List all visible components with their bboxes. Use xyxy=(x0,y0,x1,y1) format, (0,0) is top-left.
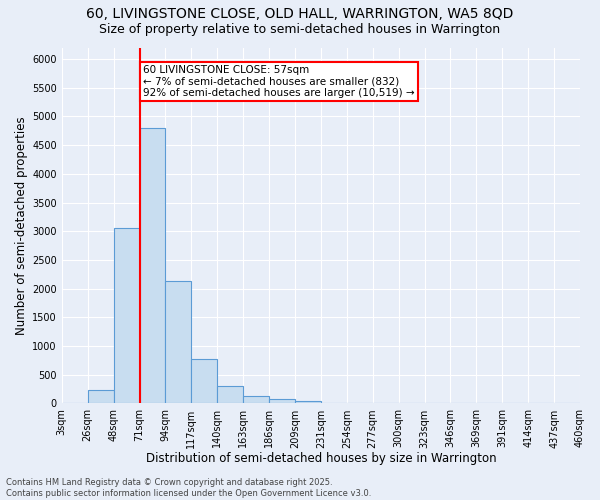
Bar xyxy=(295,400,321,404)
Bar xyxy=(166,281,191,404)
Bar xyxy=(88,390,113,404)
Bar xyxy=(269,400,295,404)
Text: 60, LIVINGSTONE CLOSE, OLD HALL, WARRINGTON, WA5 8QD: 60, LIVINGSTONE CLOSE, OLD HALL, WARRING… xyxy=(86,8,514,22)
Bar xyxy=(191,358,217,404)
Text: Contains HM Land Registry data © Crown copyright and database right 2025.
Contai: Contains HM Land Registry data © Crown c… xyxy=(6,478,371,498)
X-axis label: Distribution of semi-detached houses by size in Warrington: Distribution of semi-detached houses by … xyxy=(146,452,496,465)
Bar xyxy=(140,128,166,404)
Bar xyxy=(217,386,243,404)
Text: 60 LIVINGSTONE CLOSE: 57sqm
← 7% of semi-detached houses are smaller (832)
92% o: 60 LIVINGSTONE CLOSE: 57sqm ← 7% of semi… xyxy=(143,64,415,98)
Y-axis label: Number of semi-detached properties: Number of semi-detached properties xyxy=(15,116,28,335)
Bar xyxy=(243,396,269,404)
Bar xyxy=(113,228,140,404)
Text: Size of property relative to semi-detached houses in Warrington: Size of property relative to semi-detach… xyxy=(100,22,500,36)
